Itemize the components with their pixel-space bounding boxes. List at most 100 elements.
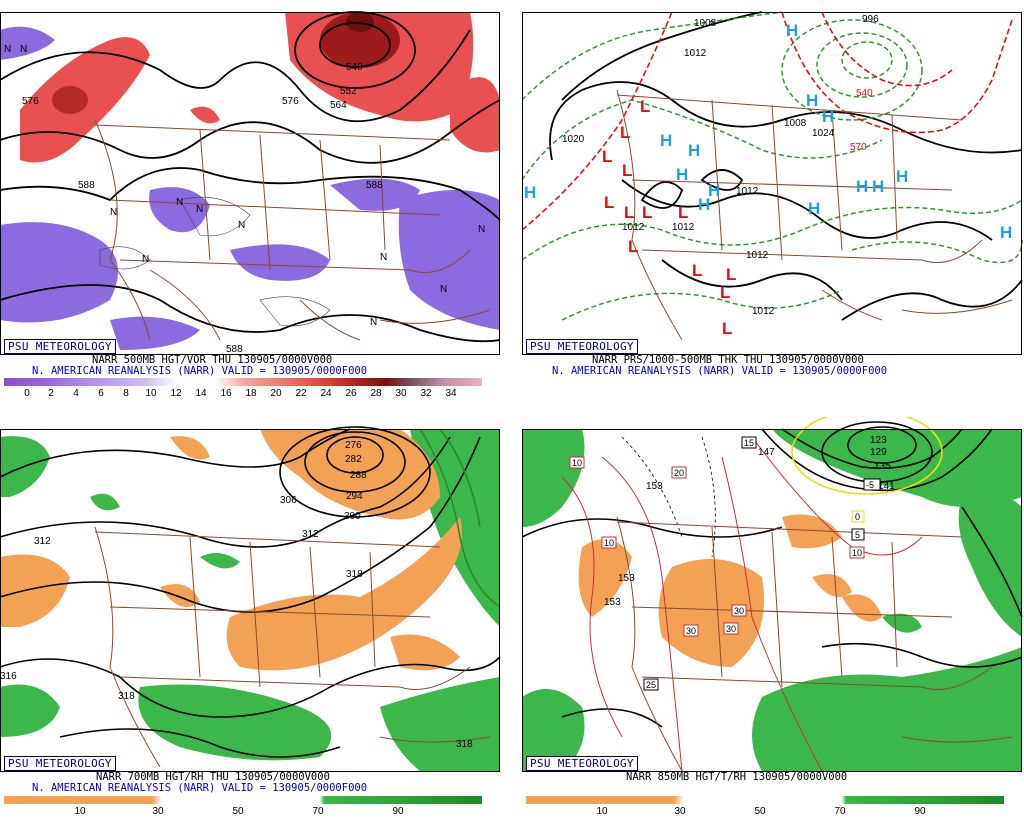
- vort-min-label: N: [370, 317, 377, 328]
- vort-min-label: N: [238, 220, 245, 231]
- temp-box-label: 15: [744, 438, 754, 448]
- caption-line2: N. AMERICAN REANALYSIS (NARR) VALID = 13…: [32, 365, 368, 377]
- high-pressure-marker: H: [808, 199, 820, 218]
- caption-line1: NARR 500MB HGT/VOR THU 130905/0000V000: [92, 354, 333, 366]
- isobar-label: 1012: [622, 222, 645, 233]
- contour-label: 588: [366, 180, 383, 191]
- colorbar-tick: 14: [195, 388, 207, 399]
- high-pressure-marker: H: [822, 107, 834, 126]
- height-label: 141: [878, 481, 895, 492]
- temp-box-label: 5: [855, 530, 860, 540]
- map-500mb: 576 540 552 564 576 588 588 588 N N N N …: [0, 11, 501, 355]
- map-pressure: 1008 1012 1020 996 1008 1012 1012 1012 5…: [522, 11, 1023, 354]
- temp-box-label: 10: [604, 538, 614, 548]
- caption-line2: N. AMERICAN REANALYSIS (NARR) VALID = 13…: [552, 365, 888, 377]
- vort-min-label: N: [110, 207, 117, 218]
- colorbar-tick: 0: [24, 388, 30, 399]
- colorbar-tick: 90: [392, 806, 404, 817]
- high-pressure-marker: H: [806, 91, 818, 110]
- panel-700mb-rh: 276 282 288 294 300 306 312 312 318 316 …: [0, 417, 502, 819]
- vort-min-label: N: [142, 254, 149, 265]
- panel-pressure-thickness: 1008 1012 1020 996 1008 1012 1012 1012 5…: [522, 0, 1024, 402]
- isobar-label: 996: [862, 14, 879, 25]
- vort-min-label: N: [4, 44, 11, 55]
- isobar-label: 1008: [694, 18, 717, 29]
- low-pressure-marker: L: [602, 147, 612, 166]
- vort-min-label: N: [176, 197, 183, 208]
- colorbar-tick: 20: [270, 388, 282, 399]
- isobar-label: 1024: [812, 128, 835, 139]
- temp-box-label: 30: [686, 626, 696, 636]
- temp-box-label: 20: [674, 468, 684, 478]
- low-pressure-marker: L: [624, 203, 634, 222]
- colorbar-tick: 16: [220, 388, 232, 399]
- height-label: 147: [758, 447, 775, 458]
- height-label: 276: [345, 440, 362, 451]
- colorbar-tick: 30: [152, 806, 164, 817]
- height-label: 306: [280, 495, 297, 506]
- height-label: 318: [456, 739, 473, 750]
- colorbar-tick: 70: [834, 806, 846, 817]
- psu-meteorology-badge: PSU METEOROLOGY: [4, 756, 116, 771]
- contour-label: 588: [78, 180, 95, 191]
- vort-min-label: N: [380, 252, 387, 263]
- temp-box-label: -5: [866, 480, 874, 490]
- high-pressure-marker: H: [688, 141, 700, 160]
- colorbar-tick: 30: [674, 806, 686, 817]
- contour-label: 588: [226, 344, 243, 355]
- contour-label: 564: [330, 100, 347, 111]
- height-label: 294: [346, 491, 363, 502]
- caption-line2: N. AMERICAN REANALYSIS (NARR) VALID = 13…: [32, 782, 368, 794]
- temp-box-label: 10: [572, 458, 582, 468]
- high-pressure-marker: H: [896, 167, 908, 186]
- colorbar-tick: 10: [145, 388, 157, 399]
- colorbar-tick: 30: [395, 388, 407, 399]
- high-pressure-marker: H: [708, 181, 720, 200]
- colorbar-tick: 50: [232, 806, 244, 817]
- high-pressure-marker: H: [786, 21, 798, 40]
- caption-line1: NARR 850MB HGT/T/RH 130905/0000V000: [626, 771, 848, 783]
- vort-min-label: N: [20, 44, 27, 55]
- height-label: 318: [118, 691, 135, 702]
- high-pressure-marker: H: [856, 177, 868, 196]
- height-label: 153: [618, 573, 635, 584]
- height-label: 129: [870, 447, 887, 458]
- colorbar-tick: 2: [48, 388, 54, 399]
- caption-line1: NARR PRS/1000-500MB THK THU 130905/0000V…: [592, 354, 864, 366]
- height-label: 316: [0, 671, 17, 682]
- map-700mb: 276 282 288 294 300 306 312 312 318 316 …: [0, 426, 501, 771]
- height-label: 288: [350, 470, 367, 481]
- low-pressure-marker: L: [692, 261, 702, 280]
- high-pressure-marker: H: [676, 165, 688, 184]
- colorbar-tick: 18: [245, 388, 257, 399]
- colorbar-tick: 8: [123, 388, 129, 399]
- temp-box-label: 25: [646, 680, 656, 690]
- high-pressure-marker: H: [872, 177, 884, 196]
- isobar-label: 1020: [562, 134, 585, 145]
- colorbar-tick: 10: [596, 806, 608, 817]
- temp-box-label: 30: [726, 624, 736, 634]
- height-label: 153: [604, 597, 621, 608]
- caption-line1: NARR 700MB HGT/RH THU 130905/0000V000: [96, 771, 330, 783]
- low-pressure-marker: L: [640, 97, 650, 116]
- psu-meteorology-badge: PSU METEOROLOGY: [526, 756, 638, 771]
- colorbar-tick: 50: [754, 806, 766, 817]
- low-pressure-marker: L: [622, 161, 632, 180]
- panel-500mb-vorticity: 576 540 552 564 576 588 588 588 N N N N …: [0, 0, 502, 402]
- height-label: 318: [346, 569, 363, 580]
- low-pressure-marker: L: [722, 319, 732, 338]
- thickness-label: 540: [856, 88, 873, 99]
- isobar-label: 1012: [684, 48, 707, 59]
- colorbar-tick: 24: [320, 388, 332, 399]
- psu-meteorology-badge: PSU METEOROLOGY: [4, 339, 116, 354]
- vort-min-label: N: [440, 284, 447, 295]
- low-pressure-marker: L: [620, 123, 630, 142]
- isobar-label: 1008: [784, 118, 807, 129]
- temp-box-label: 30: [734, 606, 744, 616]
- vorticity-colorbar: [4, 378, 482, 386]
- isobar-label: 1012: [746, 250, 769, 261]
- colorbar-tick: 34: [445, 388, 457, 399]
- height-label: 123: [870, 435, 887, 446]
- low-pressure-marker: L: [642, 203, 652, 222]
- height-label: 153: [646, 481, 663, 492]
